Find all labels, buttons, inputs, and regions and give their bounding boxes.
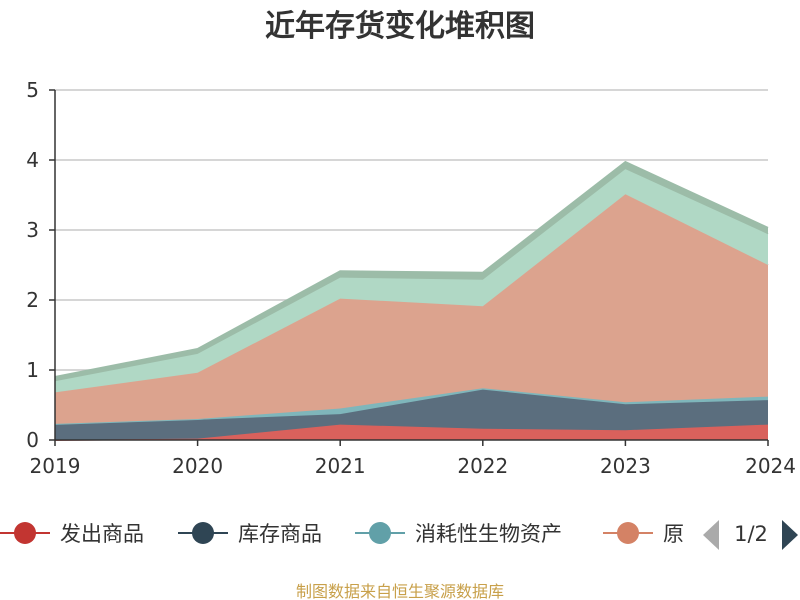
legend-marker [192, 522, 214, 544]
legend-item[interactable]: 原 [603, 522, 684, 546]
legend: 发出商品 库存商品 消耗性生物资产 原 1/2 [0, 520, 798, 550]
legend-label: 发出商品 [60, 522, 144, 546]
chart-title: 近年存货变化堆积图 [265, 9, 535, 44]
y-tick-label: 4 [26, 148, 39, 172]
legend-item[interactable]: 消耗性生物资产 [355, 522, 562, 546]
area-series-0 [55, 424, 768, 440]
area-series-4 [55, 169, 768, 393]
x-tick-label: 2019 [30, 454, 81, 478]
x-tick-label: 2020 [172, 454, 223, 478]
x-tick-label: 2022 [457, 454, 508, 478]
axes: 0 1 2 3 4 5 2019 2020 2021 2022 2023 2024 [26, 78, 796, 478]
area-series-3 [55, 194, 768, 424]
legend-marker [369, 522, 391, 544]
area-series-1 [55, 389, 768, 440]
triangle-right-icon[interactable] [782, 520, 798, 550]
legend-label: 消耗性生物资产 [415, 522, 562, 546]
data-source-note: 制图数据来自恒生聚源数据库 [296, 582, 504, 600]
legend-marker [617, 522, 639, 544]
x-tick-label: 2024 [745, 454, 796, 478]
y-tick-label: 2 [26, 288, 39, 312]
legend-label: 原 [663, 522, 684, 546]
triangle-left-icon[interactable] [703, 520, 719, 550]
y-tick-label: 1 [26, 358, 39, 382]
legend-label: 库存商品 [238, 522, 322, 546]
legend-item[interactable]: 发出商品 [0, 522, 144, 546]
legend-page-indicator: 1/2 [734, 522, 768, 546]
y-tick-label: 3 [26, 218, 39, 242]
legend-marker [14, 522, 36, 544]
y-tick-label: 0 [26, 428, 39, 452]
legend-item[interactable]: 库存商品 [178, 522, 322, 546]
y-tick-label: 5 [26, 78, 39, 102]
series-line-5 [54, 160, 769, 378]
plot-area [54, 160, 769, 441]
x-tick-label: 2023 [600, 454, 651, 478]
x-tick-label: 2021 [315, 454, 366, 478]
